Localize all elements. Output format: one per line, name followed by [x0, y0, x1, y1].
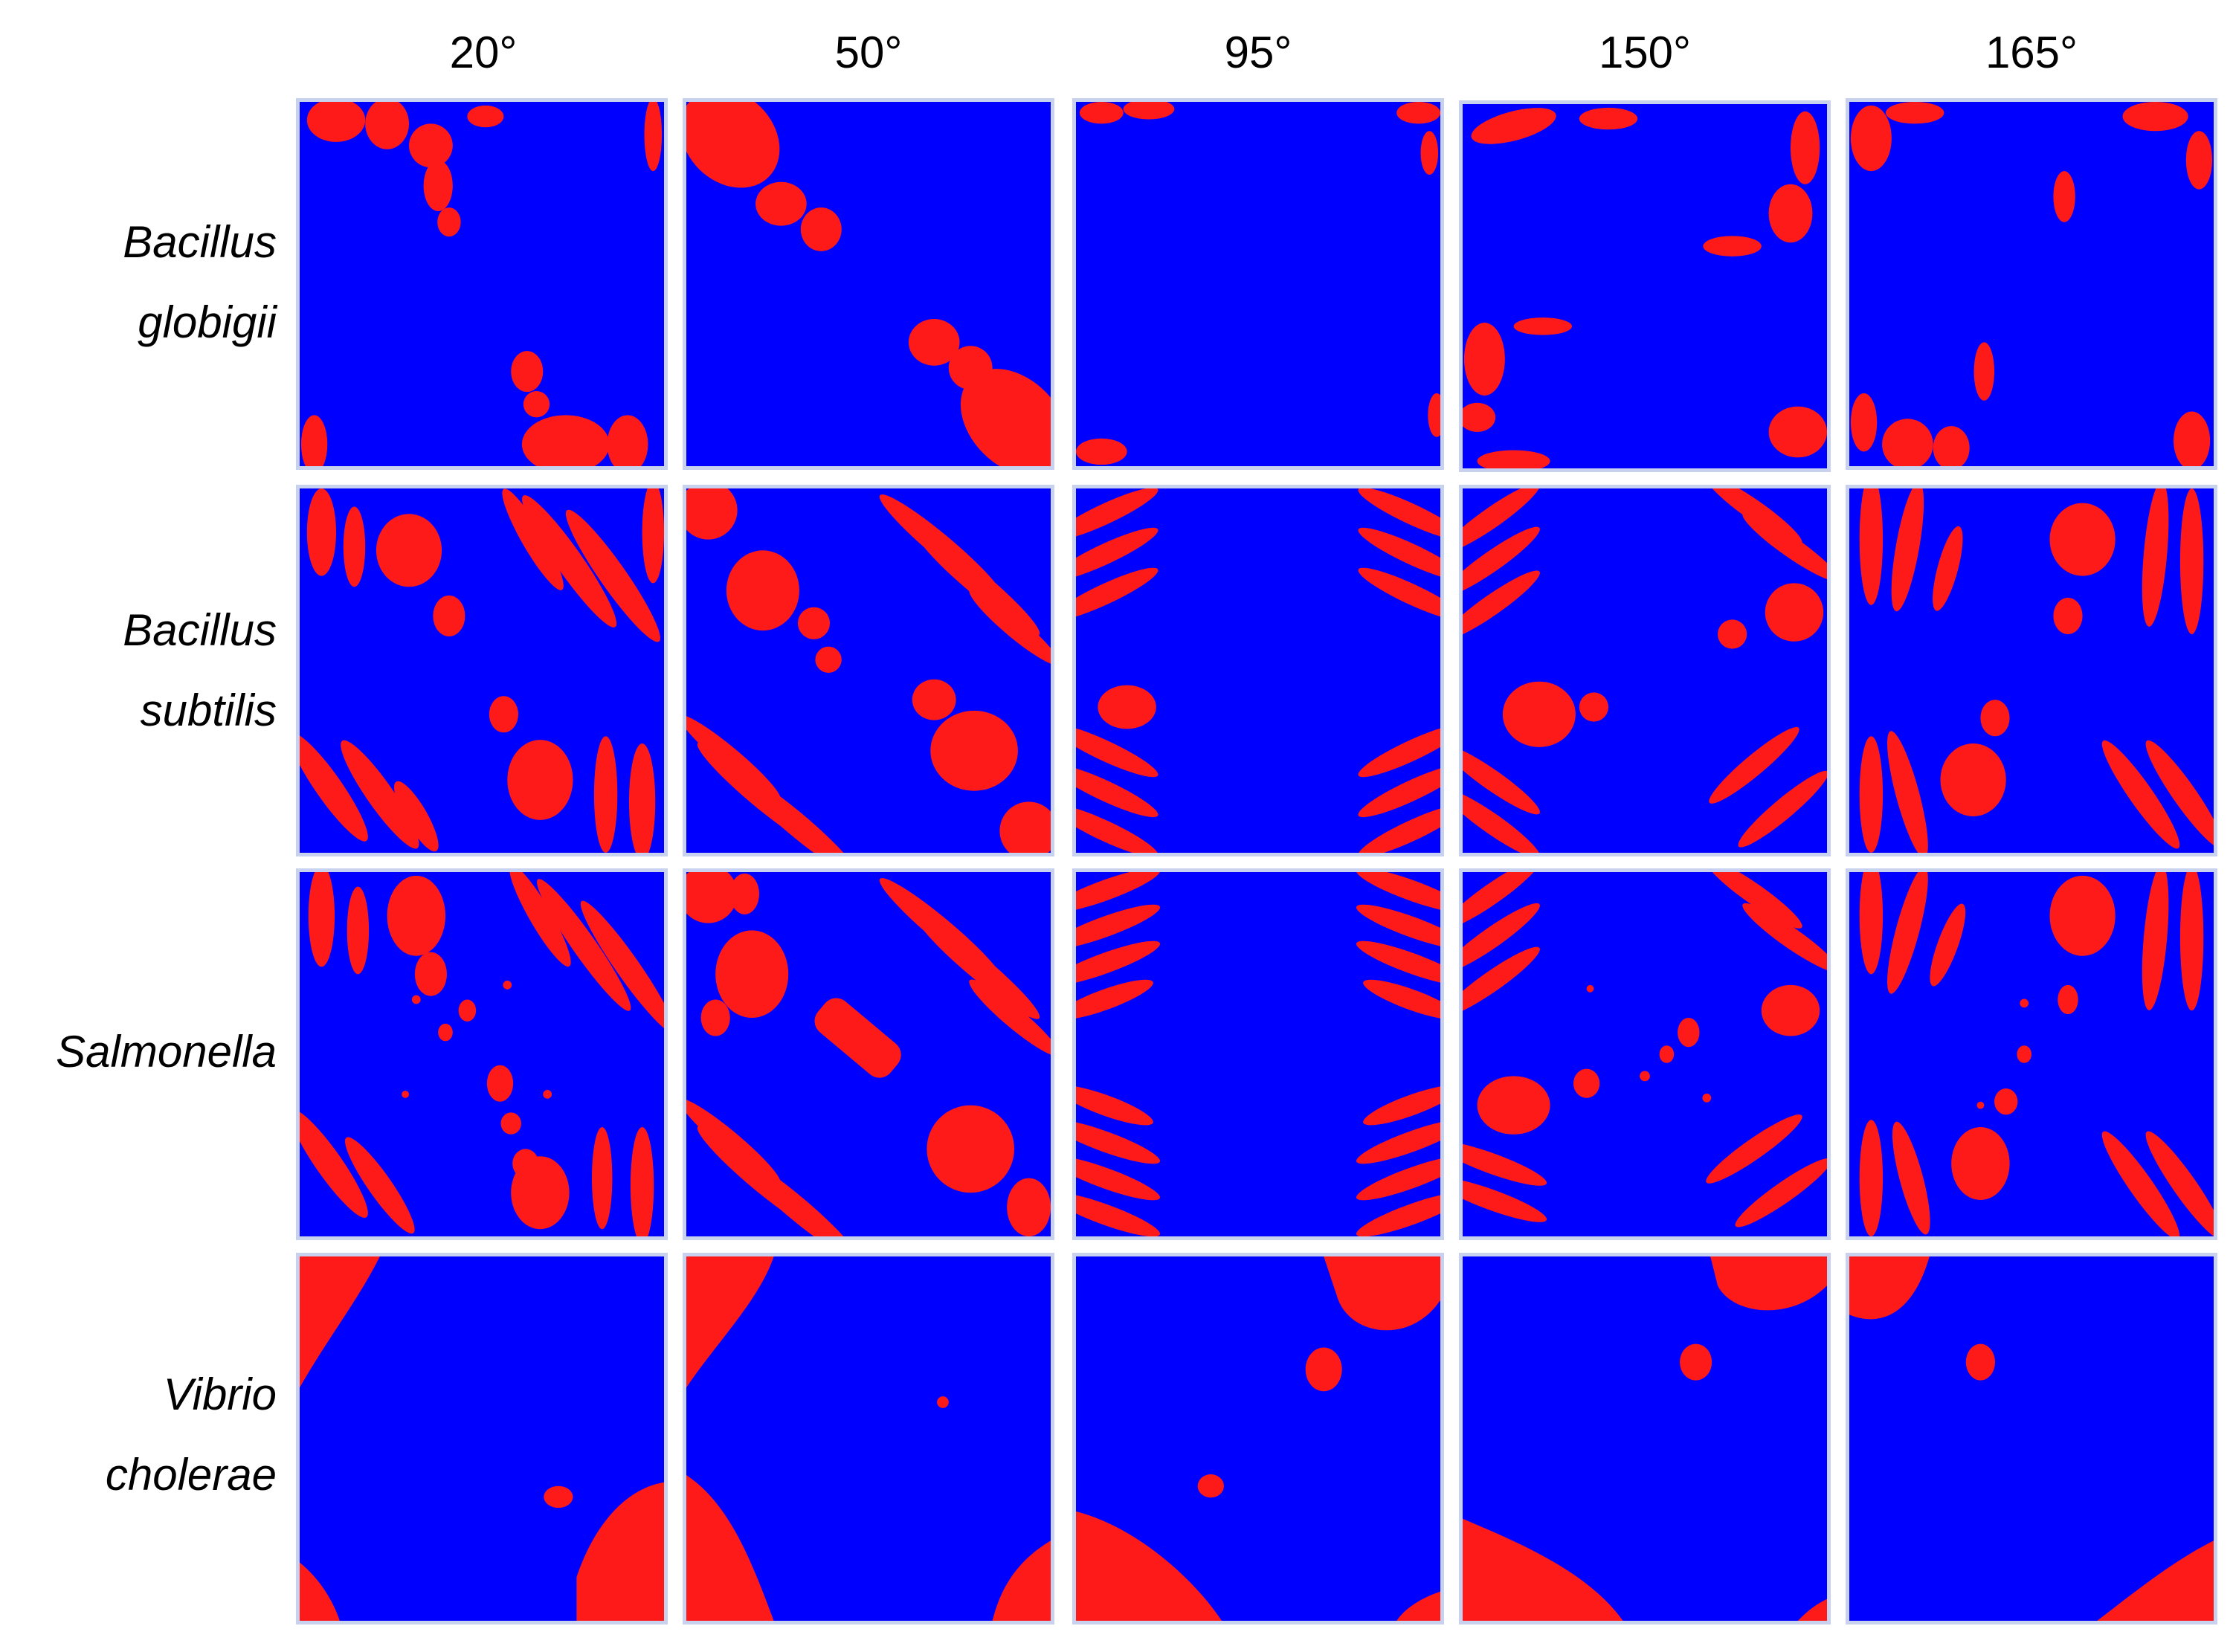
pattern-tile-bacillus-subtilis-95: [1072, 485, 1444, 856]
diffraction-pattern: [686, 102, 1051, 466]
diffraction-pattern: [1859, 872, 2214, 1236]
pattern-tile-bacillus-subtilis-150: [1459, 485, 1831, 856]
diffraction-pattern: [1076, 102, 1440, 465]
diffraction-pattern: [1463, 1256, 1827, 1621]
column-header-150: 150°: [1598, 27, 1692, 77]
diffraction-pattern: [1463, 488, 1827, 853]
pattern-tile-bacillus-globigii-150: [1459, 100, 1831, 472]
row-label-line: subtilis: [140, 685, 277, 735]
row-label-salmonella: Salmonella: [0, 866, 281, 1238]
pattern-tile-salmonella-95: [1072, 868, 1444, 1240]
pattern-tile-bacillus-globigii-20: [296, 98, 668, 470]
column-header-50: 50°: [834, 27, 903, 77]
diffraction-pattern: [1076, 488, 1440, 853]
pattern-tile-vibrio-cholerae-150: [1459, 1253, 1831, 1624]
pattern-tile-vibrio-cholerae-50: [683, 1253, 1054, 1624]
pattern-tile-bacillus-globigii-165: [1846, 98, 2217, 470]
pattern-tile-vibrio-cholerae-165: [1846, 1253, 2217, 1624]
diffraction-pattern: [1076, 872, 1440, 1236]
pattern-tile-salmonella-165: [1846, 868, 2217, 1240]
column-header-95: 95°: [1224, 27, 1292, 77]
row-label-vibrio-cholerae: Vibrio cholerae: [0, 1249, 281, 1621]
pattern-tile-vibrio-cholerae-95: [1072, 1253, 1444, 1624]
row-label-line: Bacillus: [123, 217, 277, 267]
row-label-bacillus-subtilis: Bacillus subtilis: [0, 485, 281, 856]
diffraction-pattern: [686, 872, 1051, 1236]
row-label-line: Vibrio: [163, 1369, 277, 1419]
row-label-line: Salmonella: [56, 1027, 277, 1077]
pattern-tile-salmonella-50: [683, 868, 1054, 1240]
diffraction-pattern: [300, 488, 664, 853]
pattern-tile-salmonella-150: [1459, 868, 1831, 1240]
column-header-165: 165°: [1985, 27, 2078, 77]
diffraction-pattern: [300, 1256, 664, 1621]
diffraction-pattern: [686, 488, 1051, 853]
row-label-line: globigii: [138, 297, 277, 347]
pattern-tile-vibrio-cholerae-20: [296, 1253, 668, 1624]
pattern-tile-bacillus-globigii-95: [1072, 98, 1444, 470]
row-label-bacillus-globigii: Bacillus globigii: [0, 97, 281, 468]
pattern-tile-bacillus-globigii-50: [683, 98, 1054, 470]
pattern-tile-bacillus-subtilis-20: [296, 485, 668, 856]
pattern-tile-bacillus-subtilis-165: [1846, 485, 2217, 856]
diffraction-pattern: [1463, 107, 1827, 468]
diffraction-pattern: [300, 872, 664, 1236]
diffraction-pattern: [1859, 488, 2214, 853]
diffraction-pattern: [1463, 872, 1827, 1227]
diffraction-pattern: [1849, 1256, 2214, 1621]
pattern-tile-bacillus-subtilis-50: [683, 485, 1054, 856]
diffraction-pattern: [300, 102, 663, 466]
row-label-line: Bacillus: [123, 605, 277, 655]
diffraction-pattern: [686, 1256, 1051, 1621]
pattern-tile-salmonella-20: [296, 868, 668, 1240]
diffraction-pattern: [1076, 1256, 1440, 1621]
row-label-line: cholerae: [105, 1450, 277, 1500]
diffraction-pattern: [1850, 102, 2213, 466]
column-header-20: 20°: [449, 27, 518, 77]
